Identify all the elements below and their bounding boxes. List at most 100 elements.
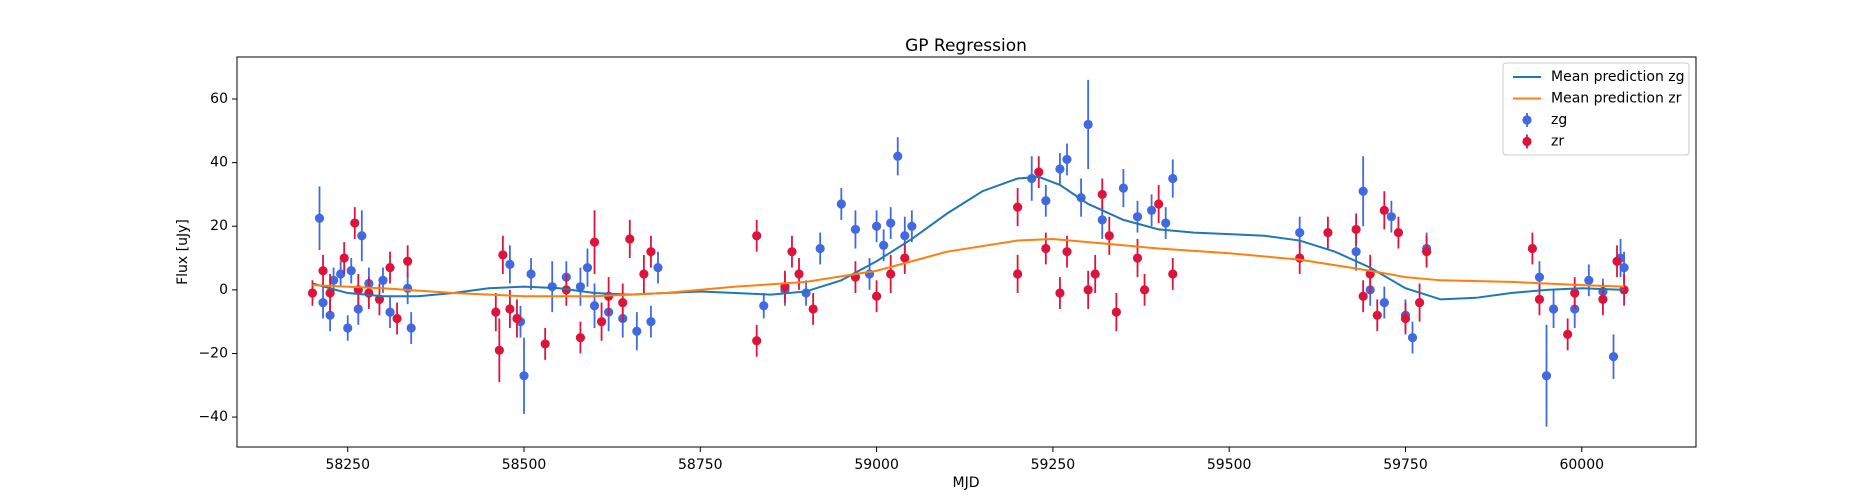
data-point [1132, 212, 1143, 222]
data-point [406, 323, 416, 333]
data-point [900, 231, 910, 241]
data-point [1147, 205, 1157, 215]
data-point [1013, 269, 1023, 279]
data-point [1041, 196, 1051, 206]
data-point [1372, 310, 1382, 320]
data-point [498, 250, 508, 260]
data-point [1041, 243, 1051, 254]
legend: Mean prediction zg Mean prediction zr zg zr [1502, 62, 1690, 156]
data-point [589, 301, 600, 311]
data-point [794, 269, 804, 279]
x-tick-label: 58500 [502, 457, 547, 473]
data-point [850, 224, 861, 235]
data-point [1090, 269, 1100, 279]
data-point [632, 326, 642, 336]
x-tick-label: 59250 [1031, 457, 1076, 473]
data-point [336, 269, 346, 279]
data-point [491, 307, 501, 317]
y-tick-label: 60 [210, 91, 228, 107]
data-point [512, 313, 522, 324]
legend-swatch [1522, 115, 1532, 125]
data-point [1598, 294, 1608, 304]
data-point [1414, 297, 1425, 308]
plot-frame [236, 56, 1697, 448]
data-point [318, 266, 328, 276]
data-point [1295, 227, 1305, 238]
data-point [653, 262, 663, 273]
data-point [1393, 227, 1404, 238]
mean-line [312, 237, 1625, 298]
data-point [1161, 218, 1171, 228]
data-point [1386, 212, 1396, 222]
data-point [1563, 329, 1573, 339]
data-point [1295, 253, 1305, 263]
data-point [1608, 352, 1619, 362]
data-point [392, 313, 402, 324]
data-point [1407, 332, 1418, 343]
data-point [547, 282, 557, 292]
data-point [378, 275, 388, 285]
data-point [1400, 313, 1411, 324]
data-point [759, 301, 769, 311]
data-point [1062, 247, 1072, 257]
data-point [540, 339, 550, 349]
x-axis-label: MJD [953, 475, 980, 491]
data-point [505, 304, 515, 314]
data-point [900, 253, 910, 263]
y-tick-label: 20 [210, 218, 228, 234]
data-point [519, 371, 529, 381]
data-point [639, 269, 649, 279]
data-point [1612, 256, 1622, 266]
data-point [618, 297, 628, 308]
legend-label: Mean prediction zg [1551, 69, 1685, 85]
data-point [1055, 164, 1065, 174]
data-point [836, 199, 846, 209]
x-tick-label: 58750 [678, 457, 723, 473]
data-point [879, 240, 889, 250]
legend-label: zr [1551, 134, 1564, 150]
data-point [575, 332, 586, 343]
data-point [871, 291, 882, 301]
data-point [886, 218, 896, 228]
data-point [350, 218, 360, 228]
data-point [1422, 247, 1432, 257]
data-point [1570, 288, 1580, 298]
data-point [526, 269, 536, 279]
data-point [325, 288, 335, 298]
data-point [808, 304, 818, 314]
data-point [505, 259, 515, 270]
data-point [815, 243, 825, 254]
data-point [1548, 304, 1559, 314]
data-point [1062, 154, 1072, 165]
data-point [307, 288, 318, 298]
data-point [1358, 186, 1368, 196]
mean-line [312, 175, 1625, 301]
data-point [589, 237, 600, 247]
data-point [1541, 371, 1552, 381]
data-point [893, 151, 903, 161]
data-point [582, 262, 593, 273]
legend-box [1502, 62, 1690, 156]
data-point [318, 297, 328, 308]
y-axis-label: Flux [uJy] [175, 219, 191, 285]
data-point [403, 256, 413, 266]
data-point [625, 234, 635, 244]
data-point [1154, 199, 1164, 209]
data-point [346, 266, 356, 276]
data-point [1527, 243, 1538, 254]
data-point [1027, 173, 1037, 184]
data-point [886, 269, 896, 279]
data-point [385, 307, 395, 317]
data-point [752, 231, 762, 241]
data-point [1111, 307, 1121, 317]
data-point [1323, 227, 1333, 238]
data-point [494, 345, 504, 355]
data-point [403, 283, 413, 293]
data-point [1534, 294, 1545, 304]
data-point [1351, 224, 1361, 235]
data-point [353, 304, 363, 314]
data-point [1534, 272, 1545, 282]
legend-label: Mean prediction zr [1551, 91, 1682, 107]
